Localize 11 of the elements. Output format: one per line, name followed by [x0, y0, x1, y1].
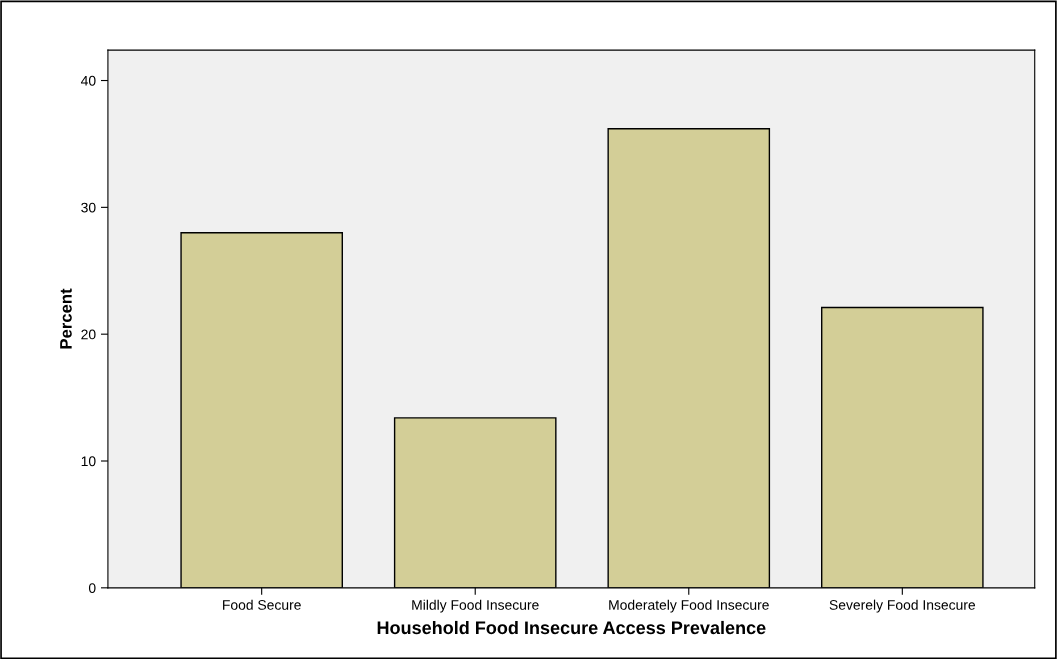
- y-axis-title: Percent: [60, 288, 72, 349]
- x-tick-label: Moderately Food Insecure: [609, 599, 769, 613]
- x-tick-label: Food Secure: [223, 599, 301, 610]
- y-tick-label: 40: [80, 75, 96, 86]
- x-axis-title: Household Food Insecure Access Prevalence: [377, 620, 766, 635]
- y-tick-label: 20: [81, 329, 96, 340]
- y-tick-label: 30: [81, 202, 96, 213]
- y-tick-label: 10: [81, 456, 96, 467]
- x-tick-label: Severely Food Insecure: [829, 599, 976, 613]
- x-tick-label: Mildly Food Insecure: [412, 599, 539, 613]
- y-tick-label: 0: [88, 583, 96, 593]
